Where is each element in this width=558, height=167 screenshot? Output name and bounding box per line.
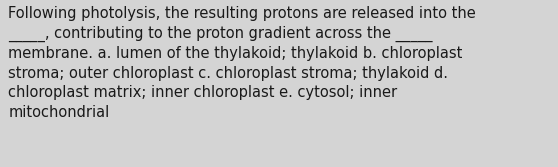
Text: Following photolysis, the resulting protons are released into the
_____, contrib: Following photolysis, the resulting prot… <box>8 6 476 120</box>
